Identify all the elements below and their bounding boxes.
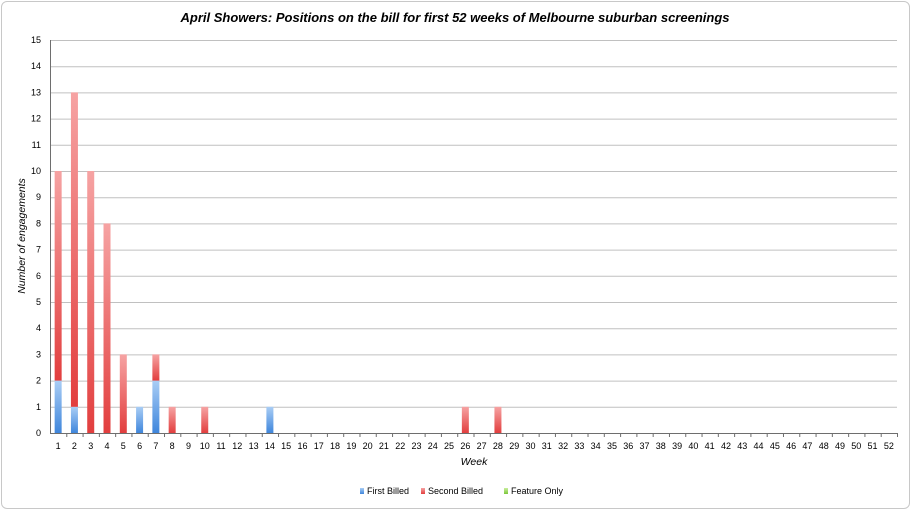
legend-swatch-feature-only bbox=[504, 488, 508, 494]
x-tick-label: 1 bbox=[56, 441, 61, 451]
x-tick-label: 27 bbox=[477, 441, 487, 451]
x-tick-label: 12 bbox=[232, 441, 242, 451]
bar-second-billed bbox=[461, 406, 469, 433]
x-tick-label: 26 bbox=[460, 441, 470, 451]
bar-second-billed bbox=[152, 354, 160, 381]
x-tick-label: 24 bbox=[428, 441, 438, 451]
y-tick-label: 2 bbox=[36, 376, 41, 386]
x-tick-label: 48 bbox=[819, 441, 829, 451]
x-tick-label: 28 bbox=[493, 441, 503, 451]
x-tick-label: 41 bbox=[705, 441, 715, 451]
x-tick-label: 40 bbox=[688, 441, 698, 451]
x-tick-label: 6 bbox=[137, 441, 142, 451]
y-tick-label: 10 bbox=[31, 166, 41, 176]
x-tick-label: 38 bbox=[656, 441, 666, 451]
y-tick-label: 7 bbox=[36, 245, 41, 255]
x-tick-label: 50 bbox=[851, 441, 861, 451]
y-tick-label: 5 bbox=[36, 297, 41, 307]
x-tick-label: 34 bbox=[591, 441, 601, 451]
y-tick-label: 1 bbox=[36, 402, 41, 412]
y-tick-label: 9 bbox=[36, 192, 41, 202]
chart-title: April Showers: Positions on the bill for… bbox=[180, 10, 730, 25]
x-tick-label: 15 bbox=[281, 441, 291, 451]
x-tick-labels: 1 2 3 4 5 6 7 8 9 10 11 12 13 14 15 16 17 18 19 20 21 22 23 24 2… bbox=[56, 441, 894, 451]
x-tick-label: 17 bbox=[314, 441, 324, 451]
x-tick-label: 51 bbox=[868, 441, 878, 451]
bar-second-billed bbox=[201, 406, 209, 433]
y-tick-label: 3 bbox=[36, 349, 41, 359]
x-tick-label: 11 bbox=[216, 441, 225, 451]
x-tick-label: 31 bbox=[542, 441, 552, 451]
bar-second-billed bbox=[168, 406, 176, 433]
x-tick-label: 4 bbox=[105, 441, 110, 451]
x-tick-label: 18 bbox=[330, 441, 340, 451]
y-tick-label: 13 bbox=[31, 87, 41, 97]
grid-lines bbox=[50, 40, 897, 408]
x-tick-label: 35 bbox=[607, 441, 617, 451]
bars bbox=[54, 92, 502, 433]
y-tick-label: 6 bbox=[36, 271, 41, 281]
x-tick-label: 43 bbox=[737, 441, 747, 451]
x-tick-label: 13 bbox=[249, 441, 259, 451]
x-tick-label: 52 bbox=[884, 441, 894, 451]
bar-second-billed bbox=[87, 171, 95, 433]
y-tick-label: 4 bbox=[36, 323, 41, 333]
y-tick-label: 8 bbox=[36, 218, 41, 228]
x-axis-title: Week bbox=[461, 456, 488, 468]
x-tick-label: 21 bbox=[379, 441, 389, 451]
x-tick-label: 19 bbox=[346, 441, 356, 451]
bar-first-billed bbox=[136, 406, 144, 433]
x-tick-label: 7 bbox=[153, 441, 158, 451]
bar-first-billed bbox=[54, 380, 62, 433]
bar-second-billed bbox=[494, 406, 502, 433]
y-axis-title: Number of engagements bbox=[16, 177, 28, 293]
y-tick-label: 15 bbox=[31, 35, 41, 45]
x-tick-label: 2 bbox=[72, 441, 77, 451]
x-tick-label: 42 bbox=[721, 441, 731, 451]
x-tick-label: 9 bbox=[186, 441, 191, 451]
legend-swatch-second-billed bbox=[421, 488, 425, 494]
x-tick-label: 14 bbox=[265, 441, 275, 451]
y-tick-label: 12 bbox=[31, 114, 41, 124]
x-tick-label: 16 bbox=[297, 441, 307, 451]
x-tick-label: 5 bbox=[121, 441, 126, 451]
x-tick-label: 10 bbox=[200, 441, 210, 451]
x-tick-label: 3 bbox=[88, 441, 93, 451]
y-tick-label: 0 bbox=[36, 428, 41, 438]
x-tick-label: 32 bbox=[558, 441, 568, 451]
x-tick-label: 25 bbox=[444, 441, 454, 451]
bar-first-billed bbox=[152, 380, 160, 433]
bar-second-billed bbox=[70, 92, 78, 407]
y-tick-label: 11 bbox=[32, 140, 41, 150]
bar-first-billed bbox=[266, 406, 274, 433]
x-tick-label: 23 bbox=[411, 441, 421, 451]
x-tick-label: 8 bbox=[170, 441, 175, 451]
legend-label-feature-only: Feature Only bbox=[511, 486, 564, 496]
x-tick-label: 29 bbox=[509, 441, 519, 451]
x-tick-label: 39 bbox=[672, 441, 682, 451]
legend: First Billed Second Billed Feature Only bbox=[360, 486, 564, 496]
legend-label-first-billed: First Billed bbox=[367, 486, 409, 496]
x-tick-label: 33 bbox=[574, 441, 584, 451]
x-tick-label: 20 bbox=[363, 441, 373, 451]
x-tick-label: 30 bbox=[526, 441, 536, 451]
y-tick-label: 14 bbox=[31, 61, 41, 71]
legend-label-second-billed: Second Billed bbox=[428, 486, 483, 496]
x-tick-label: 22 bbox=[395, 441, 405, 451]
bar-second-billed bbox=[119, 354, 127, 433]
axes bbox=[50, 40, 898, 437]
x-tick-label: 44 bbox=[754, 441, 764, 451]
x-tick-label: 36 bbox=[623, 441, 633, 451]
bar-second-billed bbox=[103, 223, 111, 433]
x-tick-label: 49 bbox=[835, 441, 845, 451]
x-tick-label: 46 bbox=[786, 441, 796, 451]
bar-second-billed bbox=[54, 171, 62, 381]
x-tick-label: 37 bbox=[640, 441, 650, 451]
x-tick-label: 45 bbox=[770, 441, 780, 451]
legend-swatch-first-billed bbox=[360, 488, 364, 494]
bar-first-billed bbox=[70, 406, 78, 433]
x-tick-label: 47 bbox=[802, 441, 812, 451]
